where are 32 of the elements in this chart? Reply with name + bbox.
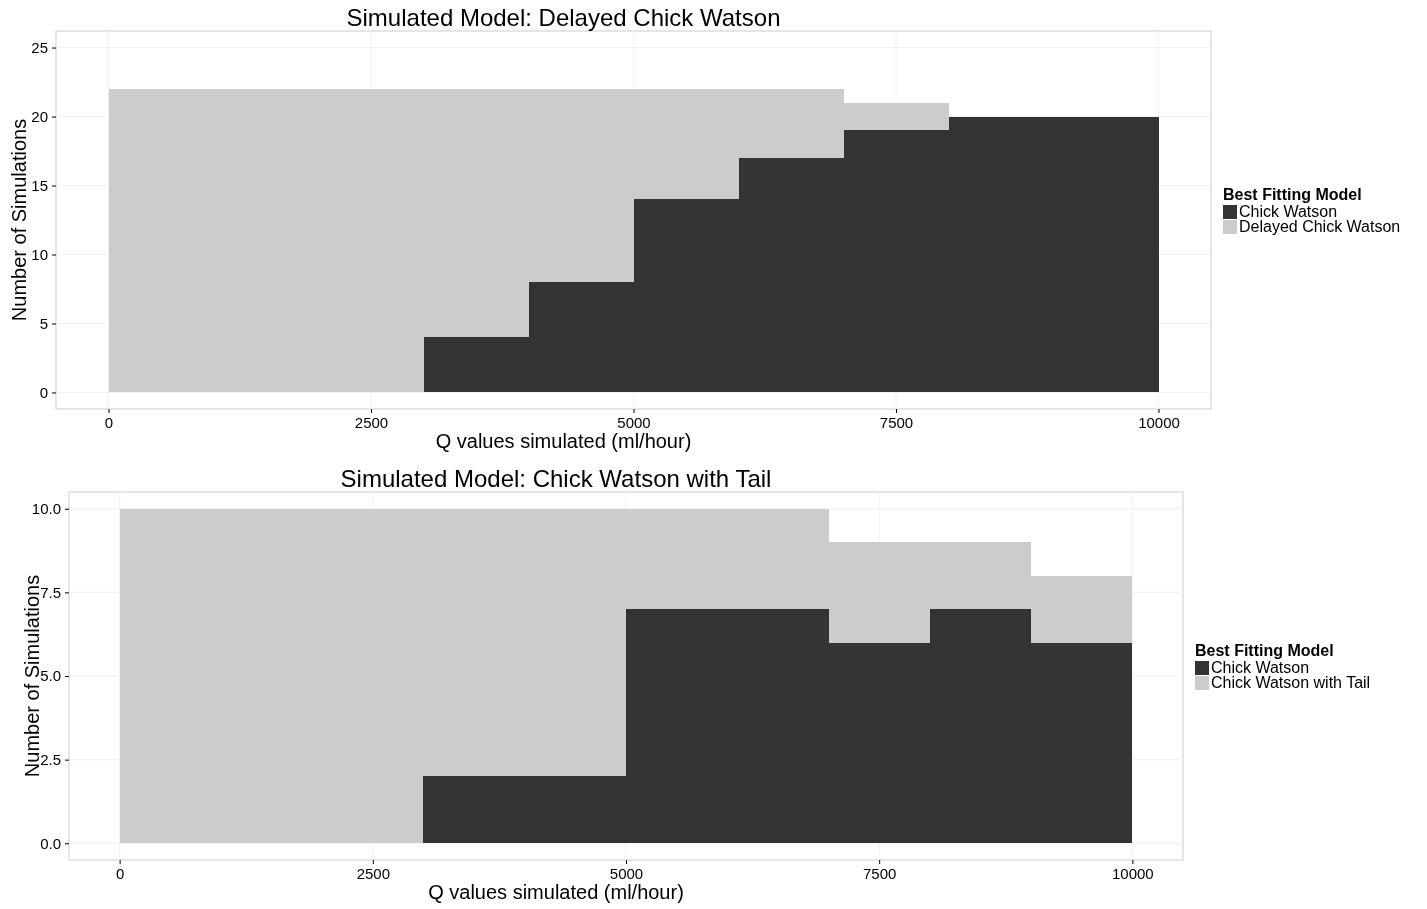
x-tick-label: 2500 [356, 864, 391, 882]
x-tick-label: 2500 [354, 413, 389, 431]
y-tick-label: 10 [31, 245, 48, 263]
y-tick-label: 5.0 [40, 667, 61, 685]
chart-title: Simulated Model: Chick Watson with Tail [340, 465, 772, 492]
x-tick-label: 5000 [609, 864, 644, 882]
legend-title: Best Fitting Model [1223, 186, 1362, 203]
x-tick-label: 0 [115, 864, 125, 882]
y-tick-label: 20 [31, 107, 48, 125]
y-tick-label: 7.5 [40, 583, 61, 601]
y-tick-label: 10.0 [31, 500, 61, 518]
x-tick-label: 7500 [862, 864, 897, 882]
x-tick-label: 10000 [1138, 413, 1180, 431]
x-tick-label: 0 [104, 413, 114, 431]
legend-label: Chick Watson [1239, 203, 1338, 220]
legend-label: Chick Watson with Tail [1211, 674, 1371, 691]
chart-title: Simulated Model: Delayed Chick Watson [346, 4, 781, 31]
y-tick-label: 15 [31, 176, 48, 194]
legend-title: Best Fitting Model [1195, 642, 1334, 659]
y-tick-label: 5 [39, 314, 48, 332]
y-tick-label: 0.0 [40, 834, 61, 852]
legend-label: Delayed Chick Watson [1239, 218, 1401, 235]
y-tick-label: 25 [31, 38, 48, 56]
x-tick-label: 10000 [1112, 864, 1154, 882]
legend-label: Chick Watson [1211, 659, 1310, 676]
x-axis-title: Q values simulated (ml/hour) [435, 430, 692, 452]
y-tick-label: 2.5 [40, 750, 61, 768]
x-axis-title: Q values simulated (ml/hour) [428, 881, 684, 903]
x-tick-label: 5000 [617, 413, 651, 431]
x-tick-label: 7500 [879, 413, 914, 431]
y-axis-title: Number of Simulations [8, 118, 30, 322]
y-tick-label: 0 [39, 383, 48, 401]
